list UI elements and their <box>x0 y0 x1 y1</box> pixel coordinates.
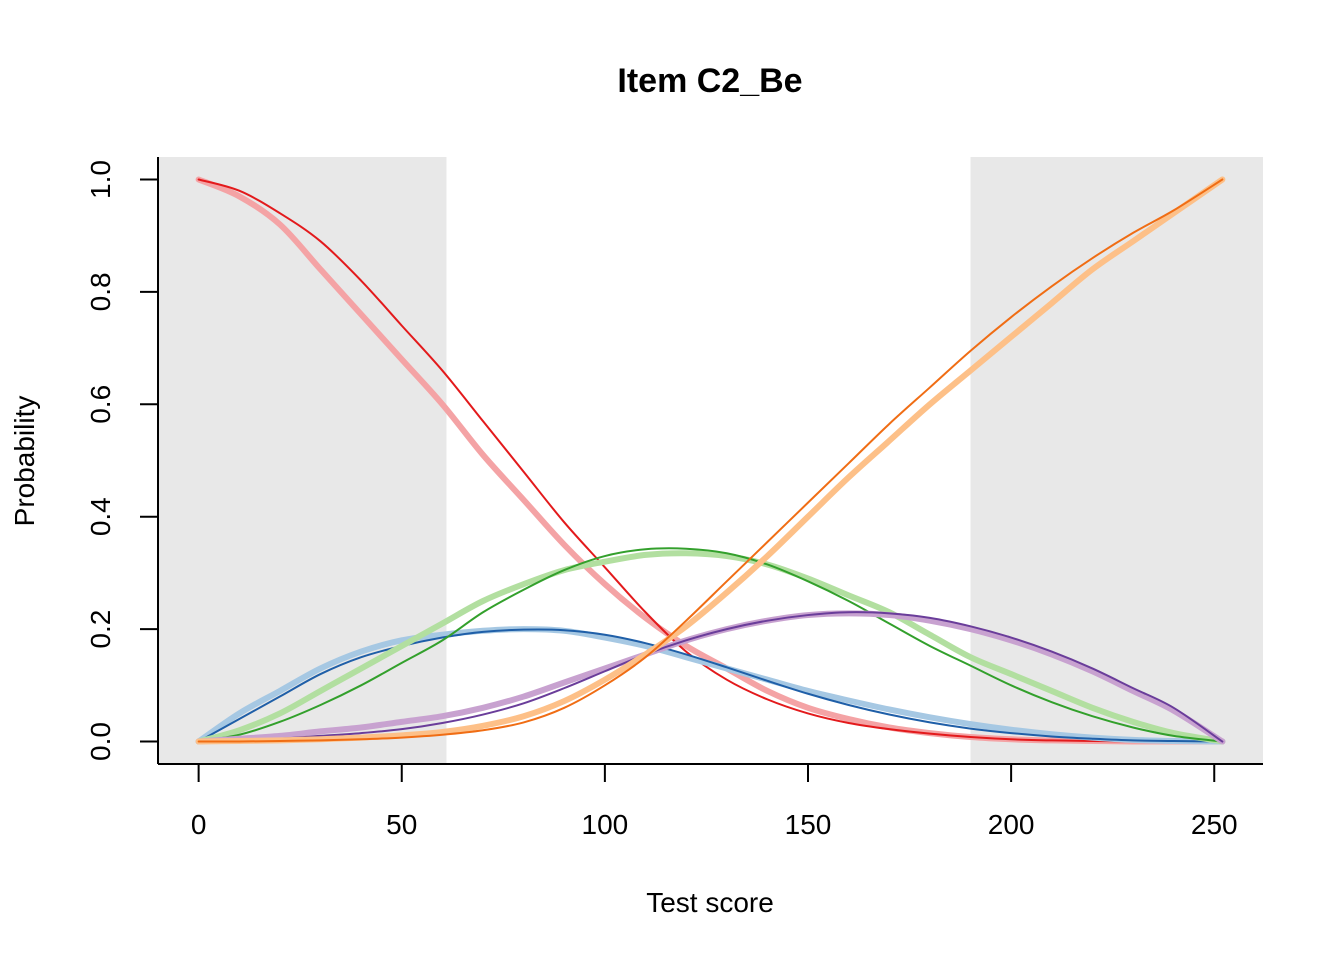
x-tick-label-5: 250 <box>1191 809 1238 840</box>
y-tick-label-2: 0.4 <box>85 497 116 536</box>
x-tick-label-4: 200 <box>988 809 1035 840</box>
x-tick-label-3: 150 <box>785 809 832 840</box>
y-tick-label-5: 1.0 <box>85 160 116 199</box>
shaded-region-1 <box>970 157 1263 764</box>
series-line-3 <box>197 628 1224 743</box>
series-line-4 <box>195 550 1226 745</box>
chart-title: Item C2_Be <box>617 62 802 100</box>
series-line-8 <box>195 176 1226 745</box>
y-tick-label-4: 0.8 <box>85 272 116 311</box>
x-tick-label-2: 100 <box>582 809 629 840</box>
shaded-regions <box>158 157 1263 764</box>
series-line-9 <box>197 178 1224 743</box>
series-lines <box>195 176 1226 745</box>
shaded-region-0 <box>158 157 447 764</box>
y-tick-label-0: 0.0 <box>85 722 116 761</box>
y-tick-label-3: 0.6 <box>85 385 116 424</box>
x-tick-label-1: 50 <box>386 809 417 840</box>
series-line-5 <box>197 547 1224 743</box>
y-axis-label: Probability <box>9 396 40 527</box>
y-tick-label-1: 0.2 <box>85 610 116 649</box>
axes: 0 50 100 150 200 250 0.0 0.2 0.4 0.6 0.8 1.0 <box>85 157 1263 840</box>
x-tick-label-0: 0 <box>191 809 207 840</box>
series-line-2 <box>195 626 1226 745</box>
x-axis-label: Test score <box>646 887 774 918</box>
series-line-7 <box>197 611 1224 743</box>
